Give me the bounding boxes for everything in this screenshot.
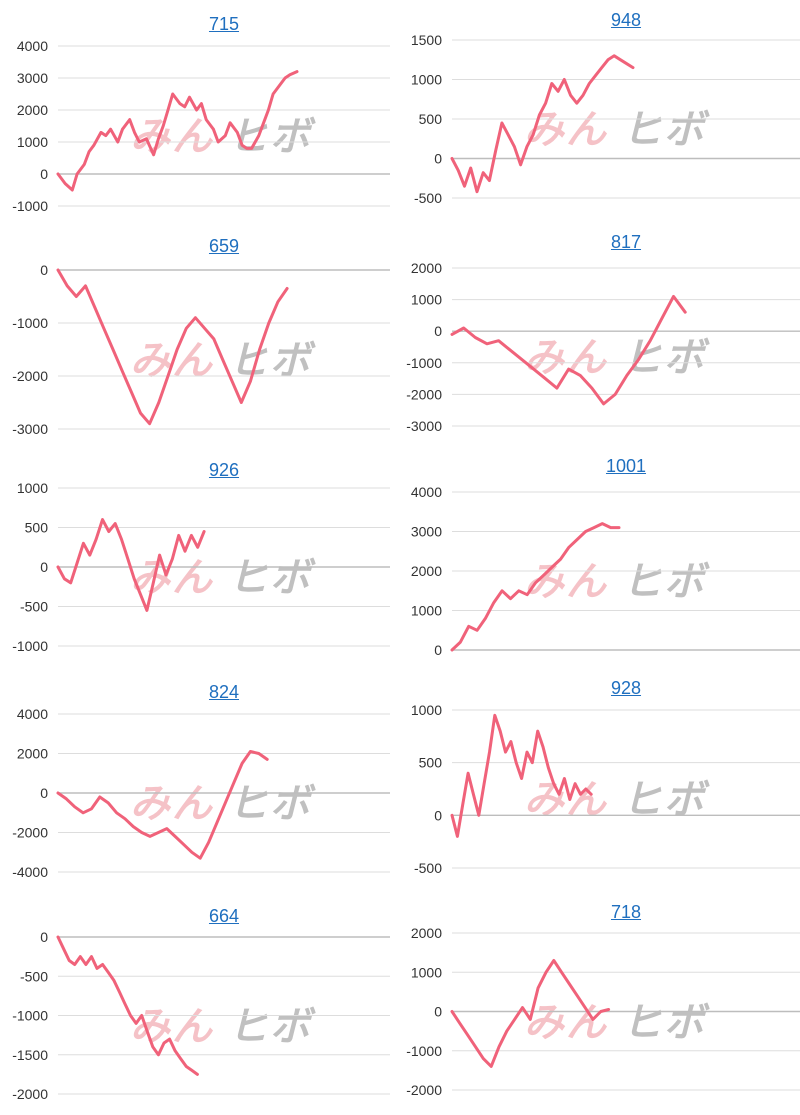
y-tick-label: 1000 bbox=[17, 480, 48, 496]
line-chart: 2000 1000 0 -1000 -2000 -3000 bbox=[406, 260, 800, 434]
y-tick-label: -500 bbox=[414, 190, 442, 206]
y-tick-label: 0 bbox=[40, 559, 48, 575]
y-tick-label: 3000 bbox=[17, 70, 48, 86]
series-line bbox=[56, 750, 269, 860]
y-tick-label: 1000 bbox=[17, 134, 48, 150]
chart-panel: 659 みん ヒボ 0 -1000 -2000 -3000 bbox=[0, 232, 400, 442]
line-chart: 4000 3000 2000 1000 0 -1000 bbox=[12, 38, 390, 214]
series-line bbox=[450, 522, 621, 652]
y-tick-label: 0 bbox=[40, 785, 48, 801]
line-chart: 0 -500 -1000 -1500 -2000 bbox=[12, 929, 390, 1102]
y-tick-label: 0 bbox=[434, 151, 442, 167]
chart-title[interactable]: 926 bbox=[208, 460, 240, 480]
chart-title[interactable]: 1001 bbox=[605, 456, 647, 476]
y-tick-label: -1000 bbox=[12, 638, 48, 654]
chart-panel: 948 みん ヒボ 1500 1000 500 0 -500 bbox=[400, 10, 800, 220]
line-chart: 0 -1000 -2000 -3000 bbox=[12, 262, 390, 437]
y-tick-label: 1000 bbox=[411, 292, 442, 308]
y-tick-label: 500 bbox=[419, 111, 443, 127]
line-chart: 1000 500 0 -500 bbox=[411, 702, 800, 876]
y-tick-label: -1000 bbox=[12, 1008, 48, 1024]
y-tick-label: 4000 bbox=[411, 484, 442, 500]
y-tick-label: -1000 bbox=[406, 355, 442, 371]
y-tick-label: -1000 bbox=[406, 1043, 442, 1059]
chart-panel: 715 みん ヒボ 4000 3000 2000 1000 0 -1000 bbox=[0, 10, 400, 220]
chart-panel: 664 みん ヒボ 0 -500 -1000 -1500 -2000 bbox=[0, 902, 400, 1107]
y-tick-label: 4000 bbox=[17, 38, 48, 54]
y-tick-label: -2000 bbox=[12, 1086, 48, 1102]
chart-panel: 1001 みん ヒボ 4000 3000 2000 1000 0 bbox=[400, 456, 800, 666]
y-tick-label: 2000 bbox=[411, 260, 442, 276]
chart-panel: 928 みん ヒボ 1000 500 0 -500 bbox=[400, 678, 800, 888]
y-tick-label: 0 bbox=[434, 323, 442, 339]
series-line bbox=[56, 70, 299, 192]
line-chart: 1000 500 0 -500 -1000 bbox=[12, 480, 390, 654]
y-tick-label: -4000 bbox=[12, 864, 48, 880]
y-tick-label: -2000 bbox=[406, 1082, 442, 1098]
series-line bbox=[450, 959, 611, 1068]
chart-title[interactable]: 948 bbox=[610, 10, 642, 30]
chart-title[interactable]: 715 bbox=[208, 14, 240, 34]
y-tick-label: 4000 bbox=[17, 706, 48, 722]
chart-title[interactable]: 817 bbox=[610, 232, 642, 252]
y-tick-label: 1500 bbox=[411, 32, 442, 48]
line-chart: 4000 3000 2000 1000 0 bbox=[411, 484, 800, 658]
y-tick-label: -1500 bbox=[12, 1047, 48, 1063]
series-line bbox=[56, 935, 199, 1076]
line-chart: 1500 1000 500 0 -500 bbox=[411, 32, 800, 206]
chart-title[interactable]: 824 bbox=[208, 682, 240, 702]
y-tick-label: 1000 bbox=[411, 72, 442, 88]
y-tick-label: 500 bbox=[419, 755, 443, 771]
series-line bbox=[56, 518, 206, 612]
chart-panel: 817 みん ヒボ 2000 1000 0 -1000 -2000 -3000 bbox=[400, 232, 800, 442]
y-tick-label: 0 bbox=[40, 929, 48, 945]
series-line bbox=[450, 54, 635, 194]
chart-title[interactable]: 718 bbox=[610, 902, 642, 922]
y-tick-label: 3000 bbox=[411, 524, 442, 540]
chart-panel: 824 みん ヒボ 4000 2000 0 -2000 -4000 bbox=[0, 678, 400, 888]
y-tick-label: -500 bbox=[20, 599, 48, 615]
chart-panel: 718 みん ヒボ 2000 1000 0 -1000 -2000 bbox=[400, 902, 800, 1107]
line-chart: 2000 1000 0 -1000 -2000 bbox=[406, 925, 800, 1098]
y-tick-label: -3000 bbox=[12, 421, 48, 437]
y-tick-label: -500 bbox=[20, 968, 48, 984]
y-tick-label: 1000 bbox=[411, 603, 442, 619]
y-tick-label: -500 bbox=[414, 860, 442, 876]
y-tick-label: 2000 bbox=[17, 102, 48, 118]
y-tick-label: 2000 bbox=[411, 925, 442, 941]
chart-panel: 926 みん ヒボ 1000 500 0 -500 -1000 bbox=[0, 456, 400, 666]
y-tick-label: 0 bbox=[434, 1004, 442, 1020]
y-tick-label: -2000 bbox=[12, 368, 48, 384]
y-tick-label: 2000 bbox=[411, 563, 442, 579]
y-tick-label: -2000 bbox=[406, 386, 442, 402]
y-tick-label: 0 bbox=[434, 807, 442, 823]
chart-title[interactable]: 664 bbox=[208, 906, 240, 926]
y-tick-label: 0 bbox=[40, 166, 48, 182]
y-tick-label: -1000 bbox=[12, 315, 48, 331]
series-line bbox=[56, 268, 289, 426]
chart-title[interactable]: 659 bbox=[208, 236, 240, 256]
series-line bbox=[450, 294, 687, 406]
line-chart: 4000 2000 0 -2000 -4000 bbox=[12, 706, 390, 880]
y-tick-label: -1000 bbox=[12, 198, 48, 214]
y-tick-label: 500 bbox=[25, 520, 49, 536]
y-tick-label: 0 bbox=[434, 642, 442, 658]
chart-title[interactable]: 928 bbox=[610, 678, 642, 698]
series-line bbox=[450, 713, 593, 838]
y-tick-label: 2000 bbox=[17, 746, 48, 762]
y-tick-label: -3000 bbox=[406, 418, 442, 434]
y-tick-label: 1000 bbox=[411, 964, 442, 980]
y-tick-label: 0 bbox=[40, 262, 48, 278]
y-tick-label: -2000 bbox=[12, 825, 48, 841]
y-tick-label: 1000 bbox=[411, 702, 442, 718]
